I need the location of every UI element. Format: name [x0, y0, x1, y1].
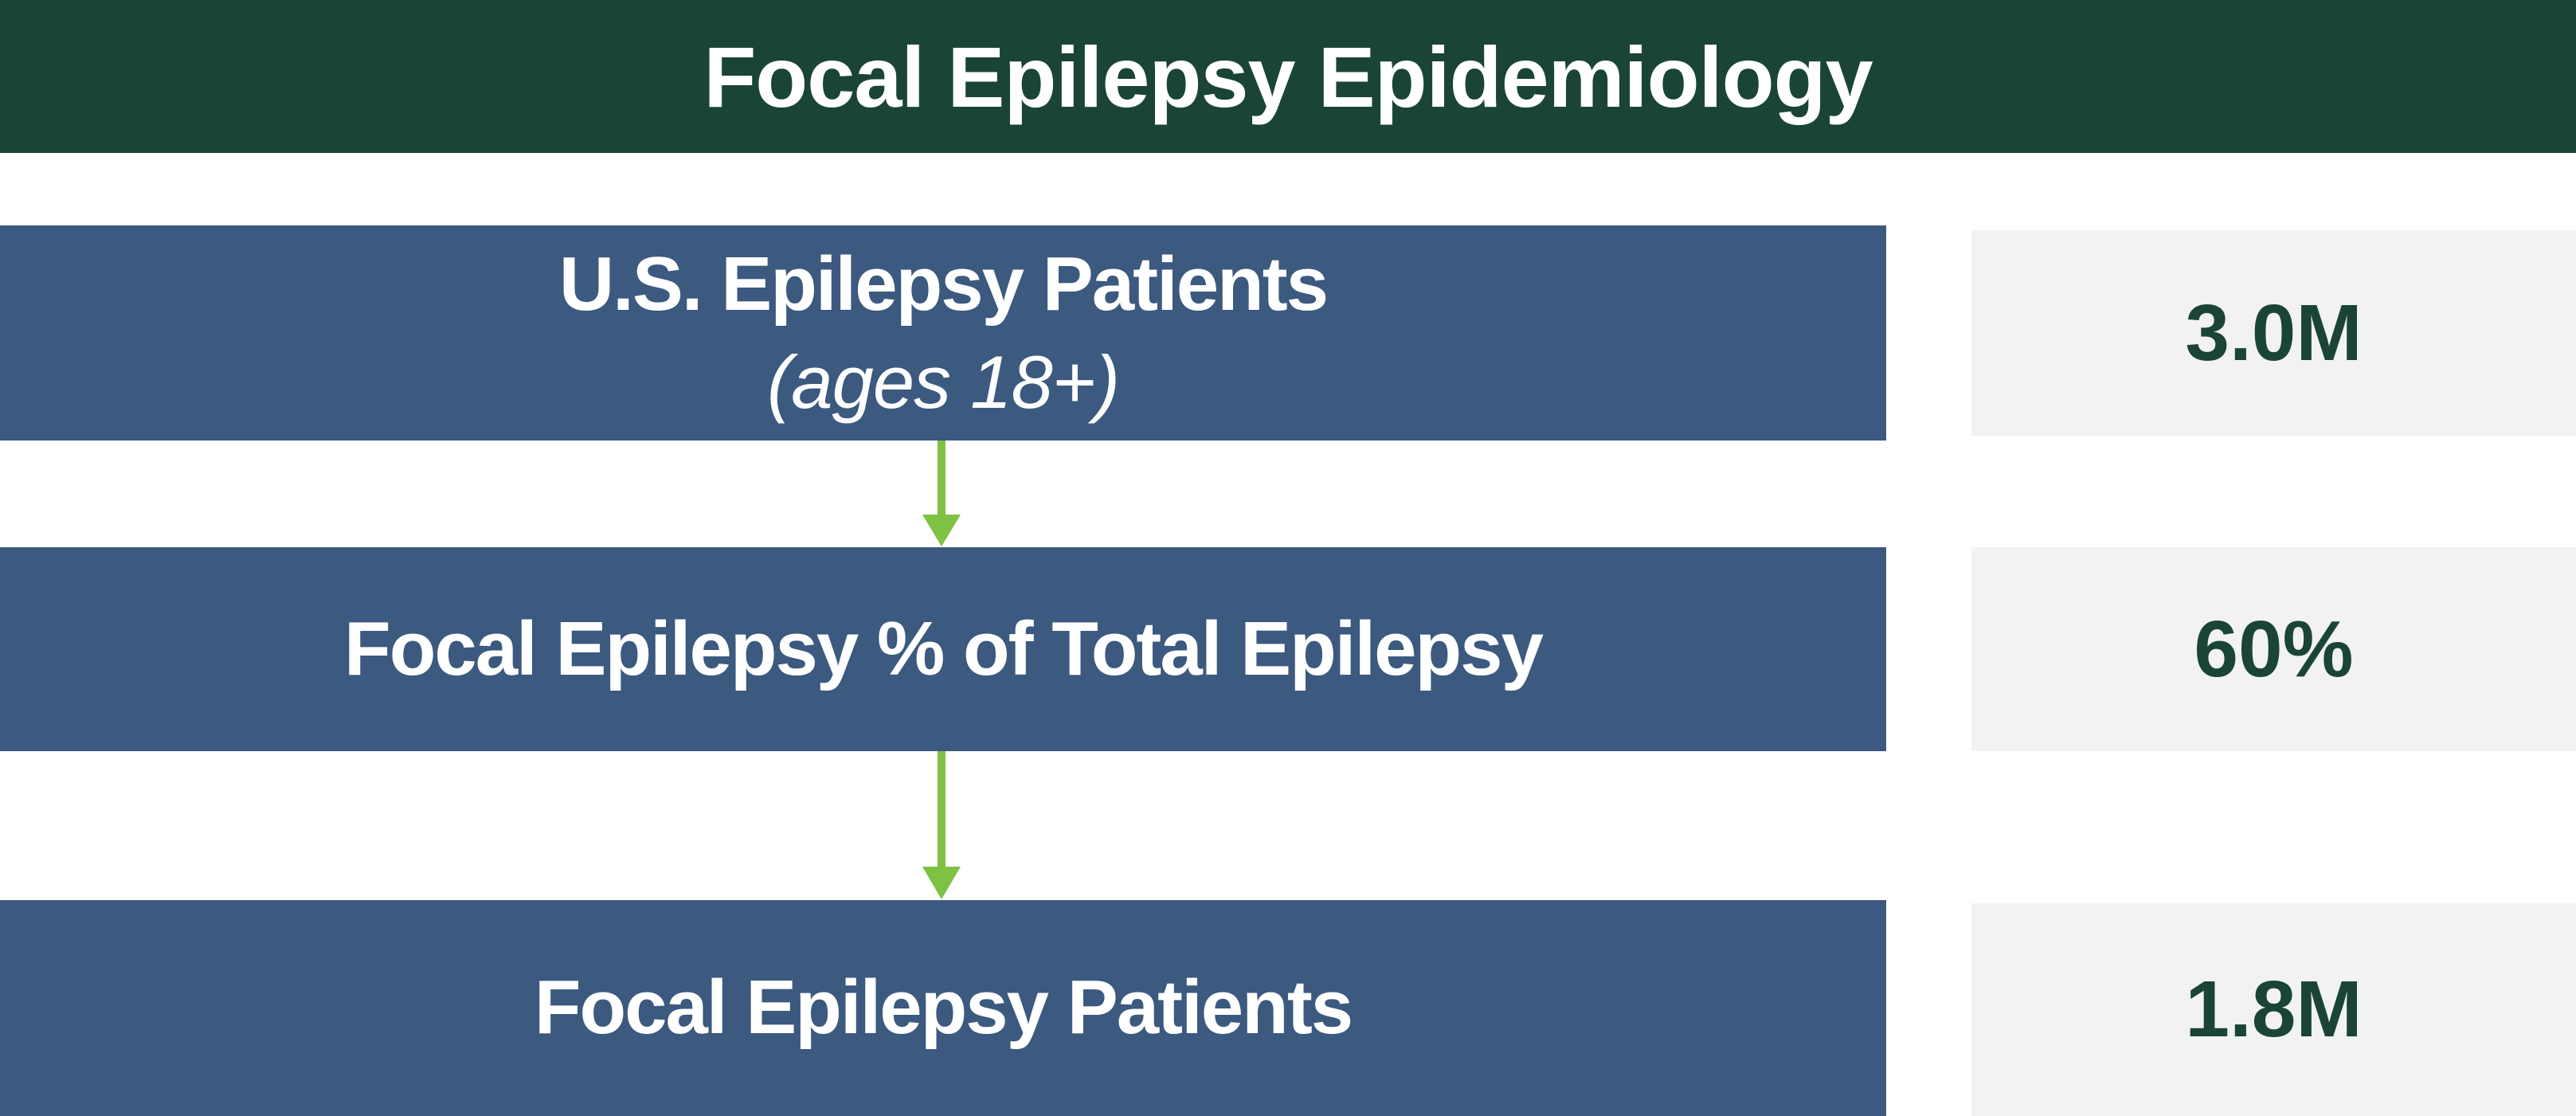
step-sublabel: (ages 18+) — [766, 340, 1120, 425]
step-label: Focal Epilepsy % of Total Epilepsy — [344, 605, 1544, 691]
value: 60% — [2194, 604, 2354, 694]
step-box: Focal Epilepsy % of Total Epilepsy — [0, 547, 1886, 751]
value: 1.8M — [2185, 965, 2363, 1054]
value-box: 1.8M — [1971, 903, 2576, 1116]
step-label: U.S. Epilepsy Patients — [558, 241, 1329, 327]
header: Focal Epilepsy Epidemiology — [0, 0, 2576, 153]
title: Focal Epilepsy Epidemiology — [703, 28, 1873, 125]
step-box: Focal Epilepsy Patients — [0, 900, 1886, 1116]
value-box: 60% — [1971, 547, 2576, 751]
arrow-head — [922, 867, 961, 899]
step-box: U.S. Epilepsy Patients (ages 18+) — [0, 225, 1886, 441]
value-box: 3.0M — [1971, 230, 2576, 436]
value: 3.0M — [2185, 288, 2363, 378]
step-label: Focal Epilepsy Patients — [534, 965, 1353, 1051]
arrow-head — [922, 515, 961, 546]
